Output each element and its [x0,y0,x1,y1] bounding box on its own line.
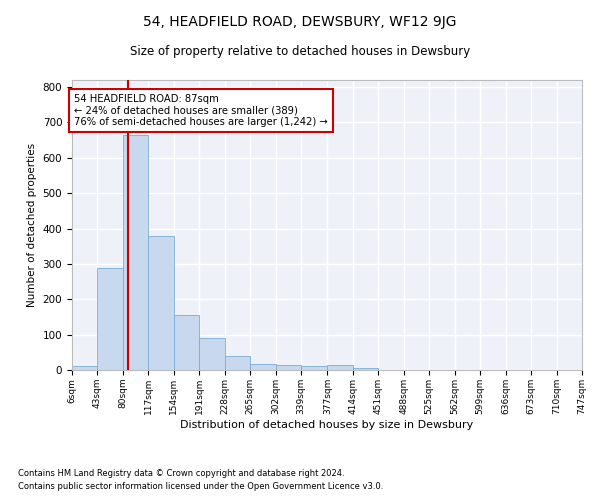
Text: 54 HEADFIELD ROAD: 87sqm
← 24% of detached houses are smaller (389)
76% of semi-: 54 HEADFIELD ROAD: 87sqm ← 24% of detach… [74,94,328,128]
Bar [97,268,123,370]
Bar [353,368,378,370]
X-axis label: Distribution of detached houses by size in Dewsbury: Distribution of detached houses by size … [181,420,473,430]
Text: Contains public sector information licensed under the Open Government Licence v3: Contains public sector information licen… [18,482,383,491]
Bar [276,364,301,370]
Bar [199,338,225,370]
Text: Contains HM Land Registry data © Crown copyright and database right 2024.: Contains HM Land Registry data © Crown c… [18,468,344,477]
Bar [72,366,97,370]
Text: Size of property relative to detached houses in Dewsbury: Size of property relative to detached ho… [130,45,470,58]
Bar [250,364,276,370]
Bar [174,315,199,370]
Y-axis label: Number of detached properties: Number of detached properties [27,143,37,307]
Text: 54, HEADFIELD ROAD, DEWSBURY, WF12 9JG: 54, HEADFIELD ROAD, DEWSBURY, WF12 9JG [143,15,457,29]
Bar [148,236,174,370]
Bar [123,135,148,370]
Bar [328,366,353,370]
Bar [301,366,328,370]
Bar [225,356,250,370]
